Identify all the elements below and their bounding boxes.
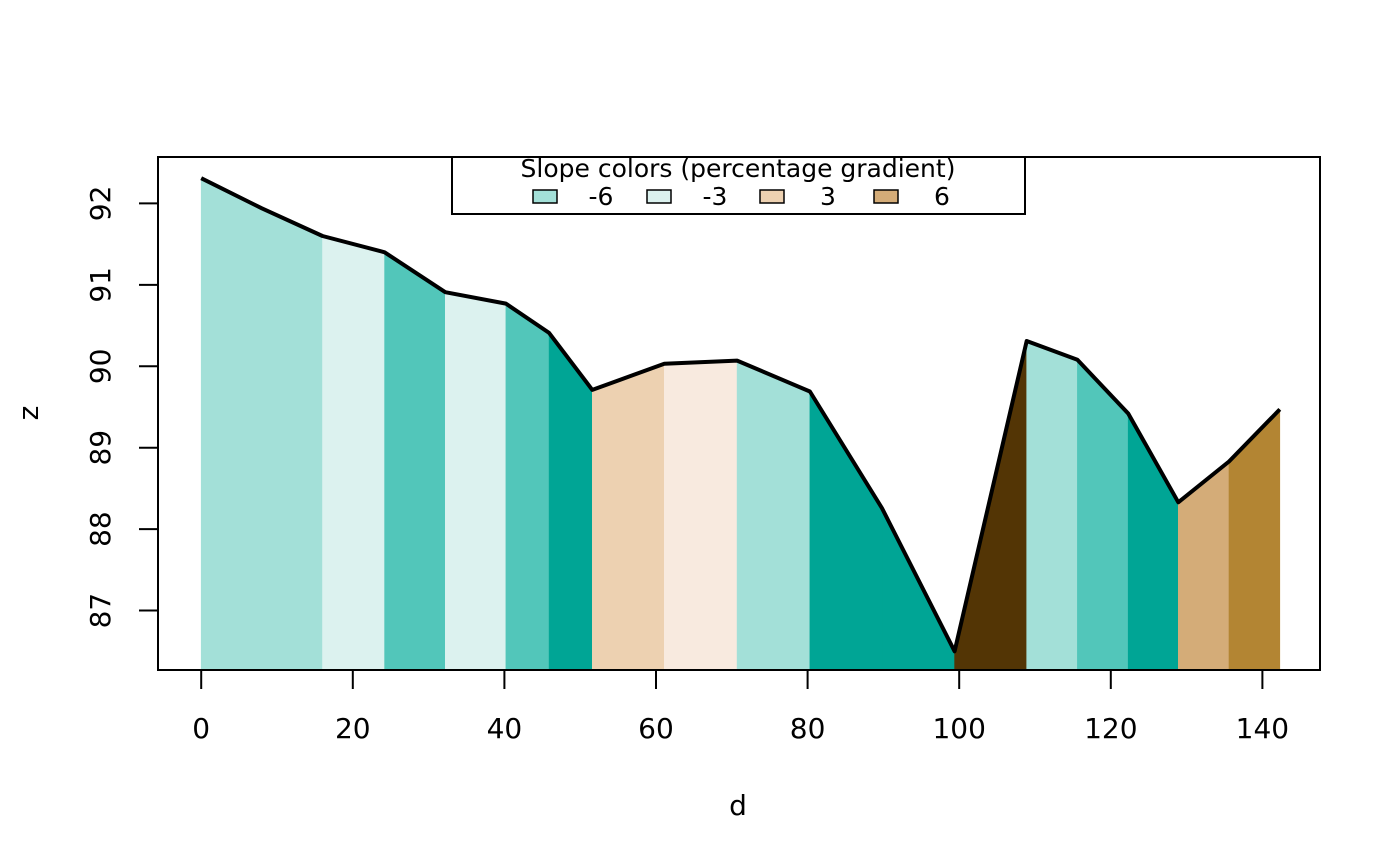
slope-segment-10	[736, 360, 811, 671]
x-axis-label: d	[729, 789, 747, 822]
slope-segments	[200, 177, 1281, 671]
slope-segment-6	[505, 303, 550, 671]
slope-segment-16	[1127, 412, 1179, 671]
legend-box	[451, 156, 1026, 215]
legend-swatch	[873, 189, 899, 204]
legend-label: -3	[703, 182, 728, 211]
y-tick-label: 87	[84, 593, 117, 629]
legend-items: -6 -3 3 6	[532, 182, 950, 211]
x-axis: 0 20 40 60 80 100 120 140	[192, 669, 1289, 745]
legend-label: -6	[589, 182, 614, 211]
slope-segment-9	[663, 360, 738, 671]
x-tick-label: 80	[790, 712, 826, 745]
x-tick-label: 40	[487, 712, 523, 745]
y-axis-label: z	[12, 406, 45, 421]
legend-swatch	[759, 189, 785, 204]
x-tick-label: 100	[932, 712, 985, 745]
legend-label: 6	[934, 182, 950, 211]
legend-title: Slope colors (percentage gradient)	[521, 154, 956, 183]
elevation-profile-line	[200, 176, 1282, 654]
slope-segment-18	[1228, 408, 1281, 671]
y-tick-label: 91	[84, 267, 117, 303]
y-tick-label: 92	[84, 186, 117, 222]
x-tick-label: 20	[335, 712, 371, 745]
slope-segment-1	[200, 177, 263, 671]
x-tick-label: 120	[1084, 712, 1137, 745]
x-tick-label: 140	[1236, 712, 1289, 745]
legend-label: 3	[820, 182, 836, 211]
y-axis: 87 88 89 90 91 92	[84, 186, 159, 629]
slope-segment-17	[1178, 460, 1230, 671]
y-tick-label: 89	[84, 430, 117, 466]
slope-segment-11	[809, 390, 883, 671]
y-tick-label: 90	[84, 348, 117, 384]
slope-segment-14	[1026, 340, 1078, 671]
slope-segment-2	[261, 207, 323, 671]
x-tick-label: 60	[638, 712, 674, 745]
slope-segment-8	[591, 363, 665, 671]
y-tick-label: 88	[84, 511, 117, 547]
legend: Slope colors (percentage gradient) -6 -3 3…	[451, 154, 1026, 215]
legend-swatch	[646, 189, 672, 204]
slope-segment-3	[322, 235, 385, 671]
x-tick-label: 0	[192, 712, 210, 745]
slope-segment-5	[444, 291, 507, 671]
legend-swatch	[532, 189, 558, 204]
slope-segment-4	[384, 251, 446, 671]
